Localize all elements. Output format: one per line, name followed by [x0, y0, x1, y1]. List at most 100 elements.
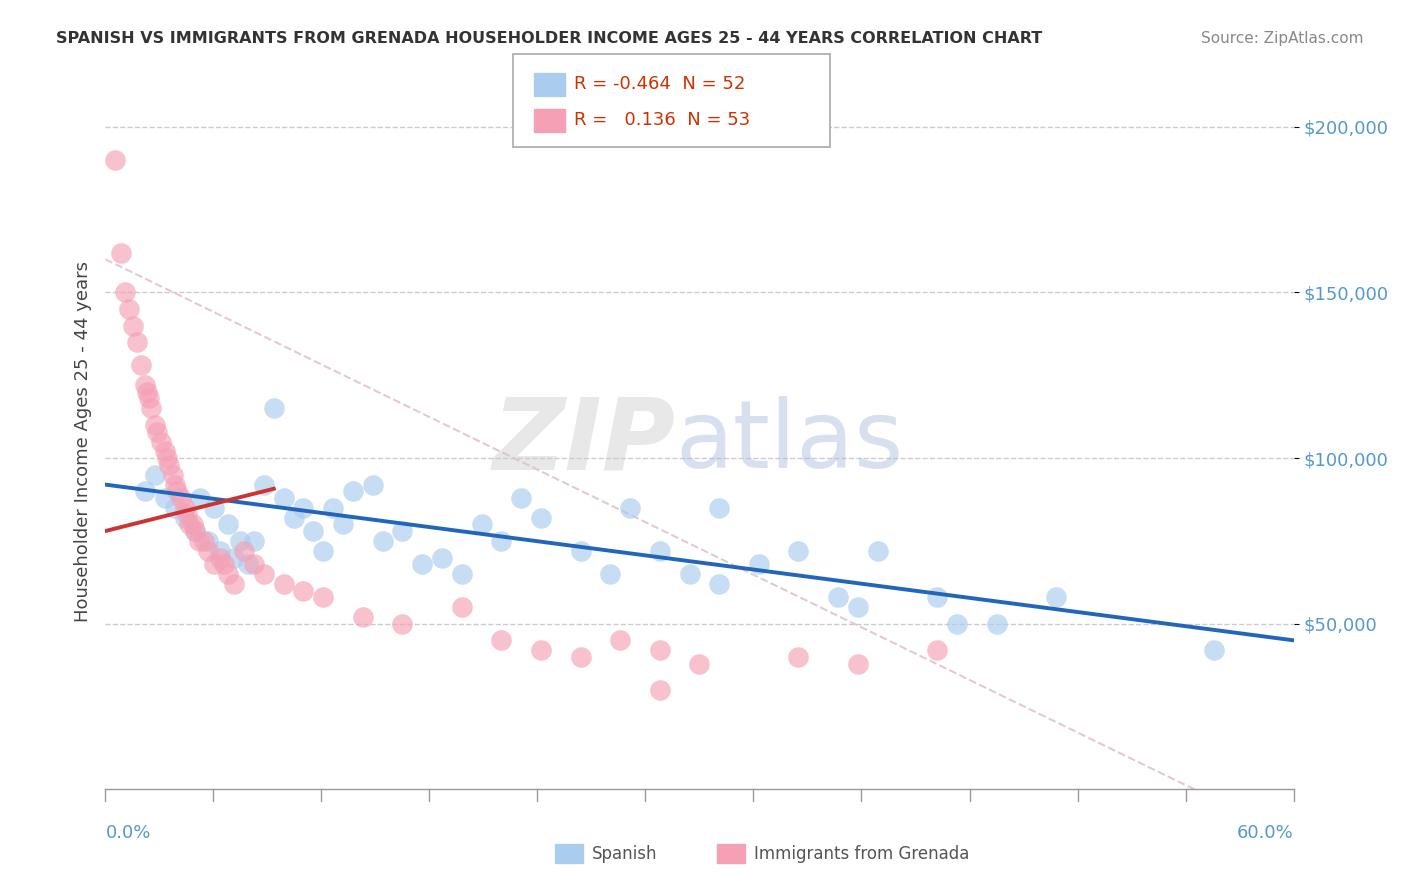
- Text: 0.0%: 0.0%: [105, 824, 150, 842]
- Point: [599, 567, 621, 582]
- Point: [163, 477, 186, 491]
- Point: [243, 533, 266, 548]
- Point: [648, 683, 671, 698]
- Point: [322, 500, 344, 515]
- Point: [866, 544, 889, 558]
- Point: [243, 557, 266, 571]
- Point: [846, 600, 869, 615]
- Point: [170, 491, 193, 505]
- Point: [689, 657, 711, 671]
- Point: [224, 550, 246, 565]
- Text: ZIP: ZIP: [492, 393, 676, 490]
- Point: [648, 643, 671, 657]
- Point: [153, 444, 176, 458]
- Point: [569, 649, 592, 664]
- Y-axis label: Householder Income Ages 25 - 44 years: Householder Income Ages 25 - 44 years: [73, 261, 91, 622]
- Point: [748, 557, 770, 571]
- Point: [190, 491, 212, 505]
- Point: [273, 577, 295, 591]
- Point: [183, 524, 205, 538]
- Point: [173, 510, 195, 524]
- Point: [648, 544, 671, 558]
- Point: [202, 557, 225, 571]
- Point: [209, 544, 232, 558]
- Point: [332, 517, 354, 532]
- Point: [202, 500, 225, 515]
- Point: [846, 657, 869, 671]
- Point: [361, 477, 384, 491]
- Point: [233, 544, 256, 558]
- Point: [209, 550, 232, 565]
- Point: [136, 384, 159, 399]
- Point: [229, 533, 252, 548]
- Point: [143, 417, 166, 432]
- Point: [197, 533, 219, 548]
- Point: [214, 557, 236, 571]
- Point: [224, 577, 246, 591]
- Text: Immigrants from Grenada: Immigrants from Grenada: [754, 845, 969, 863]
- Point: [253, 477, 276, 491]
- Point: [312, 544, 335, 558]
- Point: [292, 583, 315, 598]
- Point: [709, 577, 731, 591]
- Point: [187, 533, 209, 548]
- Text: SPANISH VS IMMIGRANTS FROM GRENADA HOUSEHOLDER INCOME AGES 25 - 44 YEARS CORRELA: SPANISH VS IMMIGRANTS FROM GRENADA HOUSE…: [56, 31, 1042, 46]
- Point: [156, 451, 179, 466]
- Point: [197, 544, 219, 558]
- Text: R =   0.136  N = 53: R = 0.136 N = 53: [574, 111, 749, 128]
- Point: [157, 458, 180, 472]
- Point: [678, 567, 700, 582]
- Point: [946, 616, 969, 631]
- Point: [163, 500, 186, 515]
- Point: [352, 610, 374, 624]
- Text: Spanish: Spanish: [592, 845, 658, 863]
- Point: [110, 245, 132, 260]
- Point: [217, 567, 239, 582]
- Point: [173, 500, 195, 515]
- Point: [217, 517, 239, 532]
- Point: [787, 649, 810, 664]
- Point: [149, 434, 172, 449]
- Point: [371, 533, 394, 548]
- Point: [925, 643, 948, 657]
- Point: [139, 401, 162, 416]
- Point: [127, 335, 149, 350]
- Point: [1045, 591, 1067, 605]
- Point: [162, 467, 184, 482]
- Point: [253, 567, 276, 582]
- Point: [134, 484, 156, 499]
- Point: [391, 524, 413, 538]
- Point: [530, 510, 553, 524]
- Point: [114, 285, 136, 300]
- Point: [193, 533, 215, 548]
- Point: [177, 517, 200, 532]
- Point: [166, 484, 188, 499]
- Point: [569, 544, 592, 558]
- Point: [430, 550, 453, 565]
- Point: [709, 500, 731, 515]
- Text: R = -0.464  N = 52: R = -0.464 N = 52: [574, 75, 745, 93]
- Point: [183, 524, 205, 538]
- Point: [450, 567, 472, 582]
- Point: [134, 378, 156, 392]
- Point: [450, 600, 472, 615]
- Point: [491, 533, 513, 548]
- Point: [312, 591, 335, 605]
- Point: [342, 484, 364, 499]
- Text: atlas: atlas: [676, 395, 904, 488]
- Point: [471, 517, 494, 532]
- Point: [1204, 643, 1226, 657]
- Point: [104, 153, 127, 167]
- Point: [129, 359, 152, 373]
- Point: [925, 591, 948, 605]
- Point: [411, 557, 433, 571]
- Point: [510, 491, 533, 505]
- Point: [118, 301, 141, 316]
- Point: [236, 557, 259, 571]
- Point: [302, 524, 325, 538]
- Point: [827, 591, 849, 605]
- Point: [176, 508, 198, 522]
- Point: [283, 510, 305, 524]
- Point: [986, 616, 1008, 631]
- Point: [787, 544, 810, 558]
